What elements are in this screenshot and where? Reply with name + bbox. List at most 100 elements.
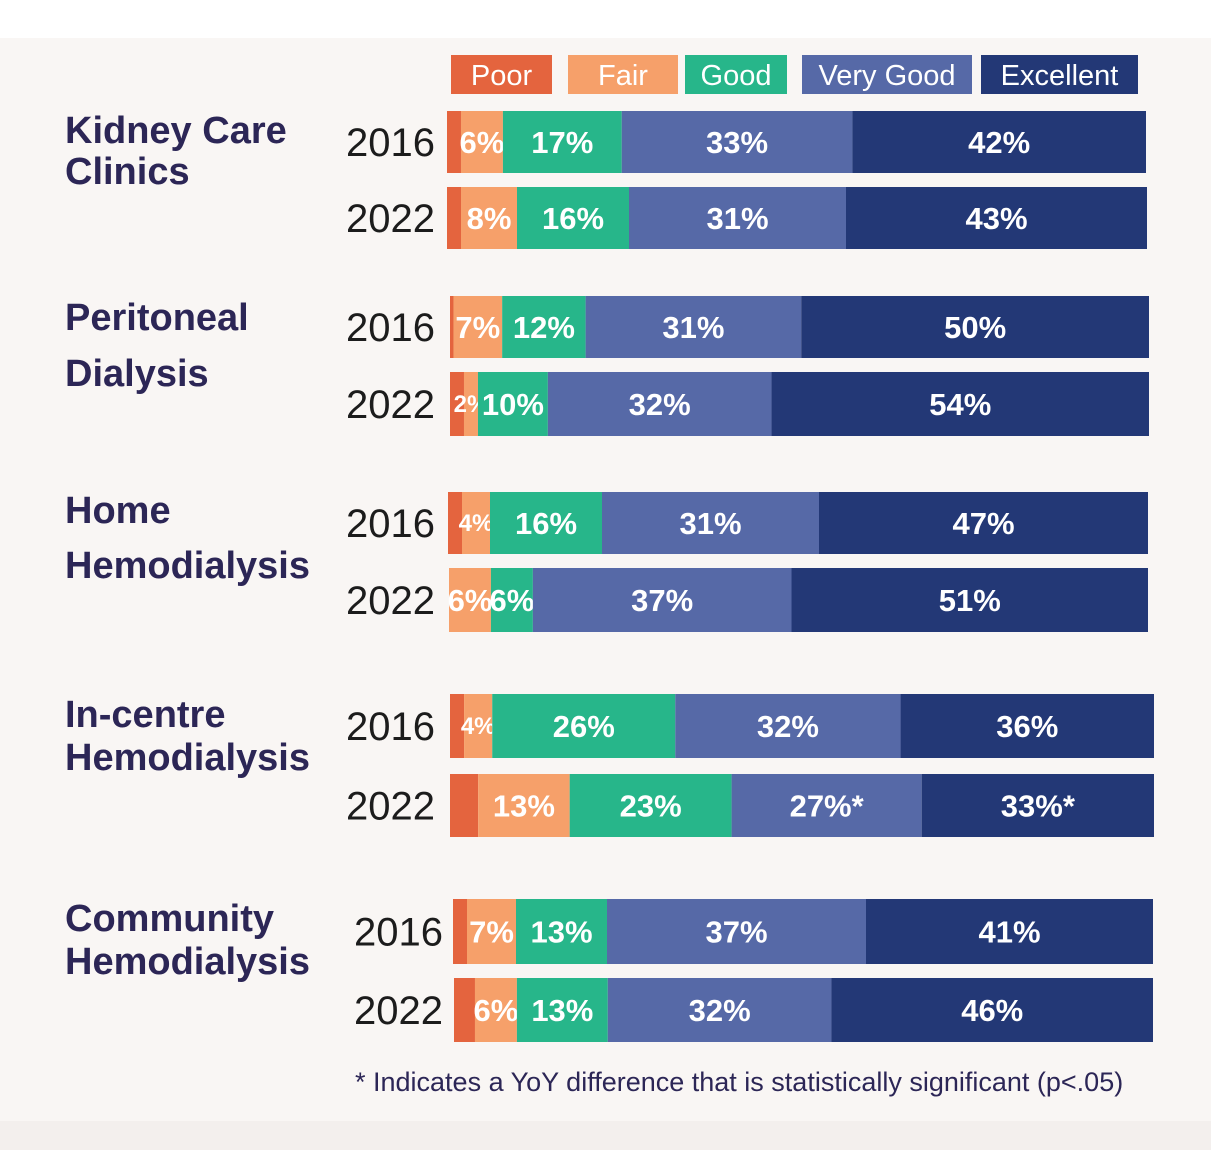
data-label-home-hemodialysis-2016-very-good: 31% [679, 506, 741, 541]
year-label-peritoneal-dialysis-2016: 2016 [346, 306, 435, 350]
data-label-peritoneal-dialysis-2016-very-good: 31% [662, 310, 724, 345]
data-label-in-centre-hemodialysis-2022-very-good: 27%* [790, 789, 865, 824]
group-title-kidney-care-clinics-line2: Clinics [65, 151, 190, 193]
year-label-kidney-care-clinics-2022: 2022 [346, 197, 435, 241]
legend-swatch-excellent [981, 55, 1138, 94]
bar-segment-in-centre-hemodialysis-2022-poor [450, 774, 479, 837]
bar-segment-kidney-care-clinics-2022-very-good [629, 187, 846, 249]
bar-segment-peritoneal-dialysis-2016-very-good [585, 296, 802, 358]
group-title-peritoneal-dialysis-line1: Peritoneal [65, 297, 249, 339]
data-label-in-centre-hemodialysis-2022-excellent: 33%* [1001, 789, 1076, 824]
legend-label-excellent: Excellent [1001, 60, 1119, 92]
bar-segment-kidney-care-clinics-2016-good [502, 111, 622, 173]
data-label-peritoneal-dialysis-2016-fair: 7% [455, 310, 500, 345]
bar-segment-peritoneal-dialysis-2016-excellent [801, 296, 1149, 358]
bar-segment-kidney-care-clinics-2016-very-good [621, 111, 853, 173]
year-label-peritoneal-dialysis-2022: 2022 [346, 383, 435, 427]
bar-segment-kidney-care-clinics-2016-fair [460, 111, 503, 173]
bar-segment-community-hemodialysis-2016-very-good [607, 899, 866, 964]
group-title-home-hemodialysis-line1: Home [65, 490, 171, 532]
data-label-kidney-care-clinics-2022-good: 16% [542, 201, 604, 236]
bar-segment-in-centre-hemodialysis-2016-fair [464, 694, 493, 758]
data-label-in-centre-hemodialysis-2016-excellent: 36% [996, 709, 1058, 744]
data-label-kidney-care-clinics-2016-fair: 6% [460, 125, 505, 160]
bottom-band [0, 1121, 1211, 1150]
bar-segment-home-hemodialysis-2016-good [490, 492, 602, 554]
data-label-home-hemodialysis-2016-good: 16% [515, 506, 577, 541]
footnote: * Indicates a YoY difference that is sta… [355, 1067, 1124, 1097]
data-label-community-hemodialysis-2022-very-good: 32% [689, 993, 751, 1028]
data-label-community-hemodialysis-2022-excellent: 46% [961, 993, 1023, 1028]
data-label-kidney-care-clinics-2022-fair: 8% [467, 201, 512, 236]
data-label-kidney-care-clinics-2016-excellent: 42% [968, 125, 1030, 160]
data-label-community-hemodialysis-2022-fair: 6% [474, 993, 519, 1028]
year-label-in-centre-hemodialysis-2016: 2016 [346, 705, 435, 749]
legend-label-very-good: Very Good [818, 60, 955, 92]
data-label-community-hemodialysis-2016-good: 13% [530, 915, 592, 950]
data-label-in-centre-hemodialysis-2022-good: 23% [620, 789, 682, 824]
data-label-kidney-care-clinics-2016-very-good: 33% [706, 125, 768, 160]
bar-segment-in-centre-hemodialysis-2016-good [492, 694, 676, 758]
group-title-kidney-care-clinics-line1: Kidney Care [65, 110, 287, 152]
year-label-community-hemodialysis-2022: 2022 [354, 989, 443, 1033]
data-label-peritoneal-dialysis-2016-good: 12% [513, 310, 575, 345]
bar-segment-community-hemodialysis-2022-fair [474, 978, 517, 1042]
bar-segment-in-centre-hemodialysis-2016-poor [450, 694, 465, 758]
legend-label-good: Good [701, 60, 772, 92]
bar-segment-in-centre-hemodialysis-2016-excellent [900, 694, 1154, 758]
bar-segment-home-hemodialysis-2016-excellent [819, 492, 1148, 554]
bar-segment-home-hemodialysis-2022-fair [449, 568, 491, 632]
bar-segment-kidney-care-clinics-2022-fair [461, 187, 517, 249]
group-title-peritoneal-dialysis-line2: Dialysis [65, 353, 209, 395]
bar-segment-in-centre-hemodialysis-2022-good [569, 774, 732, 837]
bar-segment-in-centre-hemodialysis-2022-excellent [921, 774, 1154, 837]
bar-segment-peritoneal-dialysis-2022-good [477, 372, 548, 436]
data-label-in-centre-hemodialysis-2016-very-good: 32% [757, 709, 819, 744]
data-label-in-centre-hemodialysis-2022-fair: 13% [493, 789, 555, 824]
bar-segment-in-centre-hemodialysis-2022-very-good [731, 774, 922, 837]
bar-segment-home-hemodialysis-2022-good [490, 568, 533, 632]
data-label-in-centre-hemodialysis-2016-good: 26% [553, 709, 615, 744]
year-label-kidney-care-clinics-2016: 2016 [346, 121, 435, 165]
data-label-peritoneal-dialysis-2016-excellent: 50% [944, 310, 1006, 345]
data-label-community-hemodialysis-2016-excellent: 41% [978, 915, 1040, 950]
bar-segment-peritoneal-dialysis-2016-fair [453, 296, 503, 358]
bar-segment-peritoneal-dialysis-2022-very-good [547, 372, 772, 436]
bar-segment-community-hemodialysis-2016-poor [453, 899, 467, 964]
legend-label-fair: Fair [598, 60, 648, 92]
bar-segment-kidney-care-clinics-2022-excellent [846, 187, 1147, 249]
bar-segment-home-hemodialysis-2022-excellent [791, 568, 1148, 632]
bar-segment-community-hemodialysis-2016-excellent [866, 899, 1153, 964]
data-label-home-hemodialysis-2016-excellent: 47% [952, 506, 1014, 541]
bar-segment-community-hemodialysis-2016-fair [467, 899, 516, 964]
bar-segment-kidney-care-clinics-2022-poor [447, 187, 461, 249]
bar-segment-community-hemodialysis-2022-good [516, 978, 608, 1042]
group-title-home-hemodialysis-line2: Hemodialysis [65, 545, 310, 587]
year-label-home-hemodialysis-2022: 2022 [346, 579, 435, 623]
data-label-peritoneal-dialysis-2022-excellent: 54% [929, 387, 991, 422]
data-label-home-hemodialysis-2016-fair: 4% [459, 510, 494, 537]
year-label-in-centre-hemodialysis-2022: 2022 [346, 785, 435, 829]
bar-segment-community-hemodialysis-2022-excellent [831, 978, 1153, 1042]
data-label-home-hemodialysis-2022-excellent: 51% [939, 583, 1001, 618]
bar-segment-peritoneal-dialysis-2022-fair [463, 372, 478, 436]
data-label-kidney-care-clinics-2022-excellent: 43% [965, 201, 1027, 236]
legend-swatch-good [685, 55, 787, 94]
bar-segment-community-hemodialysis-2022-very-good [607, 978, 832, 1042]
data-label-community-hemodialysis-2016-fair: 7% [469, 915, 514, 950]
data-label-kidney-care-clinics-2022-very-good: 31% [706, 201, 768, 236]
bar-segment-peritoneal-dialysis-2016-good [502, 296, 586, 358]
bar-segment-kidney-care-clinics-2022-good [517, 187, 629, 249]
data-label-kidney-care-clinics-2016-good: 17% [531, 125, 593, 160]
legend-swatch-poor [451, 55, 552, 94]
bar-segment-home-hemodialysis-2016-poor [448, 492, 462, 554]
group-title-community-hemodialysis-line2: Hemodialysis [65, 941, 310, 983]
data-label-home-hemodialysis-2022-good: 6% [490, 583, 535, 618]
bar-segment-in-centre-hemodialysis-2022-fair [478, 774, 570, 837]
legend-swatch-fair [568, 55, 678, 94]
bar-segment-community-hemodialysis-2022-poor [454, 978, 475, 1042]
group-title-community-hemodialysis-line1: Community [65, 898, 274, 940]
bar-segment-peritoneal-dialysis-2022-poor [450, 372, 464, 436]
bar-segment-peritoneal-dialysis-2022-excellent [771, 372, 1149, 436]
